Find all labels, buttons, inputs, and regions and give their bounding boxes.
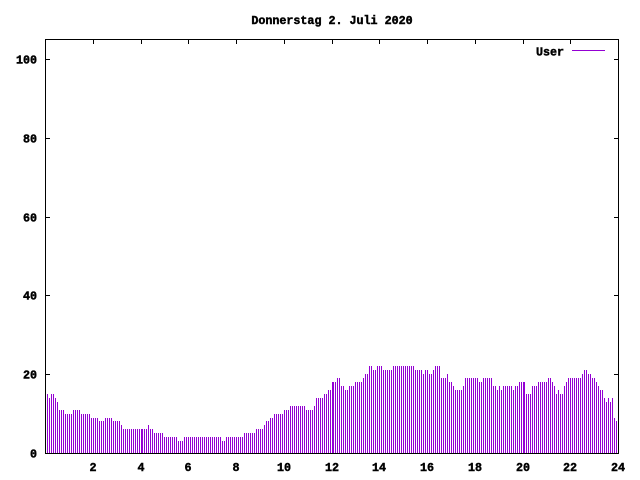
- svg-text:6: 6: [184, 461, 191, 475]
- svg-text:8: 8: [232, 461, 239, 475]
- svg-text:12: 12: [325, 461, 339, 475]
- svg-text:4: 4: [137, 461, 144, 475]
- svg-text:20: 20: [516, 461, 530, 475]
- svg-text:16: 16: [420, 461, 434, 475]
- svg-text:10: 10: [277, 461, 291, 475]
- svg-text:60: 60: [23, 212, 37, 226]
- svg-text:14: 14: [372, 461, 386, 475]
- svg-text:18: 18: [468, 461, 482, 475]
- svg-text:22: 22: [563, 461, 577, 475]
- svg-text:User: User: [536, 46, 564, 60]
- svg-text:20: 20: [23, 369, 37, 383]
- svg-text:Donnerstag 2. Juli 2020: Donnerstag 2. Juli 2020: [251, 14, 412, 28]
- svg-text:2: 2: [89, 461, 96, 475]
- svg-text:100: 100: [16, 54, 37, 68]
- svg-text:24: 24: [611, 461, 625, 475]
- svg-text:80: 80: [23, 133, 37, 147]
- svg-text:0: 0: [30, 448, 37, 462]
- svg-text:40: 40: [23, 290, 37, 304]
